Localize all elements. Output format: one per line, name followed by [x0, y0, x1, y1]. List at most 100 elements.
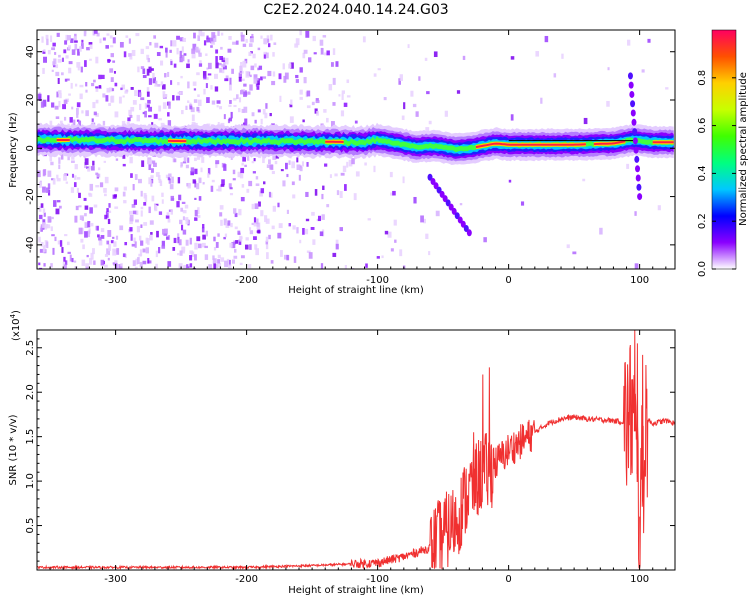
spectrogram-speckle [182, 161, 187, 164]
spectrogram-speckle [207, 173, 210, 178]
spectrogram-speckle [92, 102, 96, 109]
spectrogram-speckle [39, 267, 43, 269]
spectrogram-speckle [167, 218, 171, 223]
spectrogram-speckle [77, 66, 80, 71]
spectrogram-speckle [262, 156, 265, 164]
spectrogram-streak-point [637, 193, 643, 201]
spectrogram-speckle [257, 109, 261, 113]
spectrogram-speckle [265, 240, 269, 245]
spectrogram-speckle [181, 54, 185, 62]
spectrogram-speckle [237, 108, 241, 113]
spectrogram-speckle [66, 241, 70, 246]
spectrogram-speckle [70, 187, 75, 193]
spectrogram-speckle [191, 114, 195, 122]
spectrogram-speckle [73, 182, 77, 188]
spectrogram-speckle [228, 264, 232, 269]
spectrogram-speckle [102, 93, 106, 98]
spectrogram-speckle [401, 115, 405, 120]
snr-y-tick-label: 2.5 [25, 340, 36, 356]
spectrogram-speckle [43, 263, 46, 267]
spectrogram-speckle [79, 84, 84, 88]
spectrogram-speckle [310, 227, 315, 230]
spectrogram-speckle [330, 62, 334, 67]
spectrogram-speckle [415, 111, 419, 117]
spectrogram-speckle [108, 244, 112, 251]
spectrogram-speckle [112, 60, 116, 63]
spectrogram-speckle [82, 244, 85, 250]
spectrogram-speckle [242, 154, 246, 162]
spectrogram-speckle [138, 92, 142, 97]
spectrogram-speckle [394, 239, 397, 243]
spectrogram-speckle [241, 108, 245, 113]
spectrogram-speckle [42, 246, 46, 253]
spectrogram-speckle [353, 193, 357, 201]
spectrogram-speckle [220, 184, 225, 187]
spectrogram-speckle [187, 157, 190, 163]
spectrogram-speckle [166, 236, 169, 240]
spectrogram-speckle [286, 254, 290, 261]
spectrogram-speckle [149, 42, 152, 46]
spectrogram-speckle [148, 66, 152, 73]
spectrogram-speckle [218, 62, 222, 66]
spectrogram-speckle [132, 100, 137, 105]
spectrogram-speckle [140, 48, 144, 55]
spectrogram-streak-point [630, 100, 636, 108]
spectrogram-speckle [137, 257, 140, 264]
spectrogram-speckle [194, 254, 197, 261]
spectrogram-speckle [508, 179, 512, 183]
spectrogram-speckle [197, 207, 200, 215]
spectrogram-speckle [316, 111, 319, 116]
spectrogram-speckle [198, 196, 202, 201]
spectrogram-speckle [78, 120, 82, 126]
spectrogram-speckle [100, 235, 105, 239]
spectrogram-speckle [240, 255, 245, 259]
spectrogram-speckle [147, 57, 151, 63]
spectrogram-speckle [245, 237, 249, 241]
spectrogram-speckle [161, 84, 166, 90]
spectrogram-speckle [311, 211, 315, 216]
spectrogram-speckle [43, 212, 46, 217]
spectrogram-speckle [206, 67, 209, 70]
spectrogram-speckle [167, 71, 170, 77]
spectrogram-speckle [108, 87, 113, 92]
spectrogram-speckle [299, 89, 303, 95]
spectrogram-speckle [134, 174, 138, 180]
spectrogram-speckle [155, 263, 158, 269]
spectrogram-speckle [296, 164, 301, 170]
spectrogram-speckle [228, 117, 233, 122]
spectrogram-y-tick-label: 20 [25, 94, 36, 107]
spectrogram-speckle [105, 211, 109, 218]
spectrogram-streak-point [632, 137, 638, 145]
spectrogram-speckle [207, 167, 211, 175]
spectrogram-ridge-peak [475, 142, 586, 149]
spectrogram-ridge-band [37, 135, 674, 153]
spectrogram-speckle [180, 207, 184, 212]
spectrogram-speckle [187, 81, 190, 89]
spectrogram-speckle [253, 77, 258, 84]
spectrogram-speckle [420, 215, 424, 223]
spectrogram-speckle [260, 76, 263, 81]
spectrogram-speckle [266, 38, 270, 43]
spectrogram-speckle [312, 239, 316, 245]
spectrogram-speckle [145, 46, 150, 50]
spectrogram-speckle [76, 107, 79, 115]
spectrogram-x-tick-label: 0 [505, 275, 511, 286]
spectrogram-speckle [255, 248, 259, 256]
spectrogram-speckle [296, 157, 299, 163]
spectrogram-speckle [190, 251, 195, 257]
spectrogram-speckle [214, 86, 219, 92]
spectrogram-speckle [270, 34, 273, 41]
spectrogram-speckle [233, 255, 238, 259]
spectrogram-speckle [112, 248, 117, 256]
spectrogram-speckle [302, 119, 305, 123]
spectrogram-speckle [154, 84, 158, 87]
spectrogram-speckle [150, 180, 153, 187]
spectrogram-speckle [158, 105, 162, 112]
spectrogram-speckle [254, 119, 257, 124]
spectrogram-speckle [259, 190, 263, 197]
spectrogram-speckle [89, 258, 93, 265]
spectrogram-speckle [544, 35, 549, 43]
spectrogram-speckle [182, 216, 185, 221]
spectrogram-speckle [217, 122, 220, 126]
spectrogram-streak-point [457, 216, 463, 224]
